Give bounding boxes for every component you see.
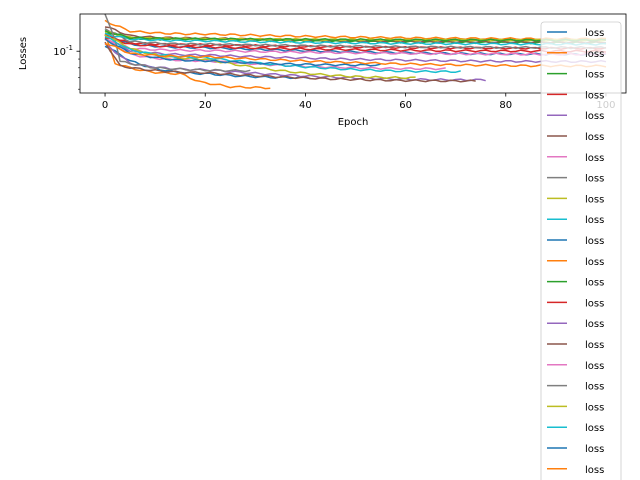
x-tick-label: 80 xyxy=(499,100,512,111)
legend-entry-label: loss xyxy=(585,111,604,122)
legend-entry-label: loss xyxy=(585,298,604,309)
legend-entry-label: loss xyxy=(585,382,604,393)
series-line-16 xyxy=(104,41,476,83)
series-lines xyxy=(104,13,607,90)
x-axis-label: Epoch xyxy=(338,117,369,128)
legend-entry-label: loss xyxy=(585,70,604,81)
legend-entry-label: loss xyxy=(585,236,604,247)
legend-entry-label: loss xyxy=(585,28,604,39)
legend-entry-label: loss xyxy=(585,132,604,143)
series-line-8 xyxy=(104,28,607,50)
y-tick-label: 10-1 xyxy=(53,44,73,58)
series-line-18 xyxy=(104,13,251,73)
legend-entry-label: loss xyxy=(585,340,604,351)
axes-frame xyxy=(79,13,627,94)
legend-entry-label: loss xyxy=(585,361,604,372)
legend-entry-label: loss xyxy=(585,194,604,205)
series-line-13 xyxy=(104,29,607,42)
series-line-22 xyxy=(104,42,607,68)
series-line-5 xyxy=(104,36,607,64)
legend-entry-label: loss xyxy=(585,278,604,289)
series-line-21 xyxy=(104,38,381,67)
y-axis-ticks: 10-1 xyxy=(53,44,80,90)
series-line-20 xyxy=(104,35,461,74)
x-tick-label: 60 xyxy=(399,100,412,111)
x-axis-ticks: 020406080100 xyxy=(102,93,616,111)
series-line-10 xyxy=(104,32,607,46)
legend-entry-label: loss xyxy=(585,90,604,101)
legend-entry-label: loss xyxy=(585,444,604,455)
legend-box xyxy=(540,21,622,480)
legend-entry-label: loss xyxy=(585,153,604,164)
legend-entry-label: loss xyxy=(585,174,604,185)
x-tick-label: 0 xyxy=(102,100,108,111)
series-line-4 xyxy=(104,33,607,50)
legend-entry-label: loss xyxy=(585,49,604,60)
legend-entry-label: loss xyxy=(585,465,604,476)
series-line-14 xyxy=(104,37,607,53)
series-line-7 xyxy=(104,37,607,56)
legend-entry-label: loss xyxy=(585,423,604,434)
x-tick-label: 20 xyxy=(199,100,212,111)
x-tick-label: 40 xyxy=(299,100,312,111)
legend: loss loss loss loss loss loss loss loss loss loss… xyxy=(540,21,622,480)
series-line-17 xyxy=(104,38,446,71)
y-axis-label: Losses xyxy=(18,37,29,70)
legend-entry-label: loss xyxy=(585,257,604,268)
legend-entry-label: loss xyxy=(585,319,604,330)
legend-entry-label: loss xyxy=(585,215,604,226)
series-line-2 xyxy=(104,19,607,41)
legend-entry-label: loss xyxy=(585,402,604,413)
